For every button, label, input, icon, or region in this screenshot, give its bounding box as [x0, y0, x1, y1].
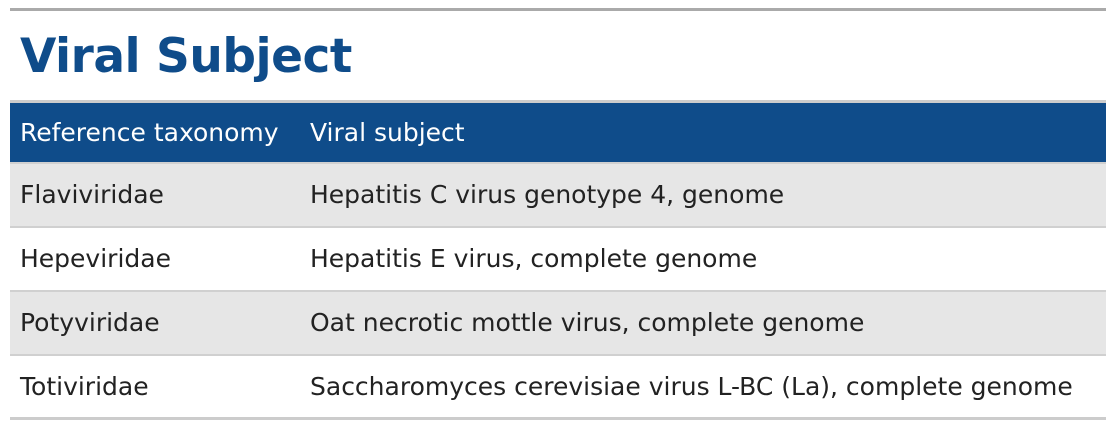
cell-taxonomy: Flaviviridae — [20, 180, 164, 209]
top-divider — [10, 8, 1106, 11]
table-row: Totiviridae Saccharomyces cerevisiae vir… — [10, 354, 1106, 419]
cell-taxonomy: Hepeviridae — [20, 244, 171, 273]
cell-subject: Hepatitis E virus, complete genome — [310, 244, 758, 273]
cell-subject: Saccharomyces cerevisiae virus L-BC (La)… — [310, 371, 1073, 401]
table-row: Flaviviridae Hepatitis C virus genotype … — [10, 162, 1106, 227]
cell-subject: Hepatitis C virus genotype 4, genome — [310, 180, 785, 209]
cell-subject: Oat necrotic mottle virus, complete geno… — [310, 308, 865, 337]
table-header-row: Reference taxonomy Viral subject — [10, 101, 1106, 163]
column-header-subject: Viral subject — [310, 117, 465, 147]
column-header-taxonomy: Reference taxonomy — [20, 117, 279, 147]
viral-subject-table: Reference taxonomy Viral subject Flavivi… — [10, 100, 1106, 420]
table-row: Hepeviridae Hepatitis E virus, complete … — [10, 226, 1106, 291]
cell-taxonomy: Totiviridae — [20, 371, 149, 401]
cell-taxonomy: Potyviridae — [20, 308, 160, 337]
table-row: Potyviridae Oat necrotic mottle virus, c… — [10, 290, 1106, 355]
page-title: Viral Subject — [20, 29, 352, 84]
